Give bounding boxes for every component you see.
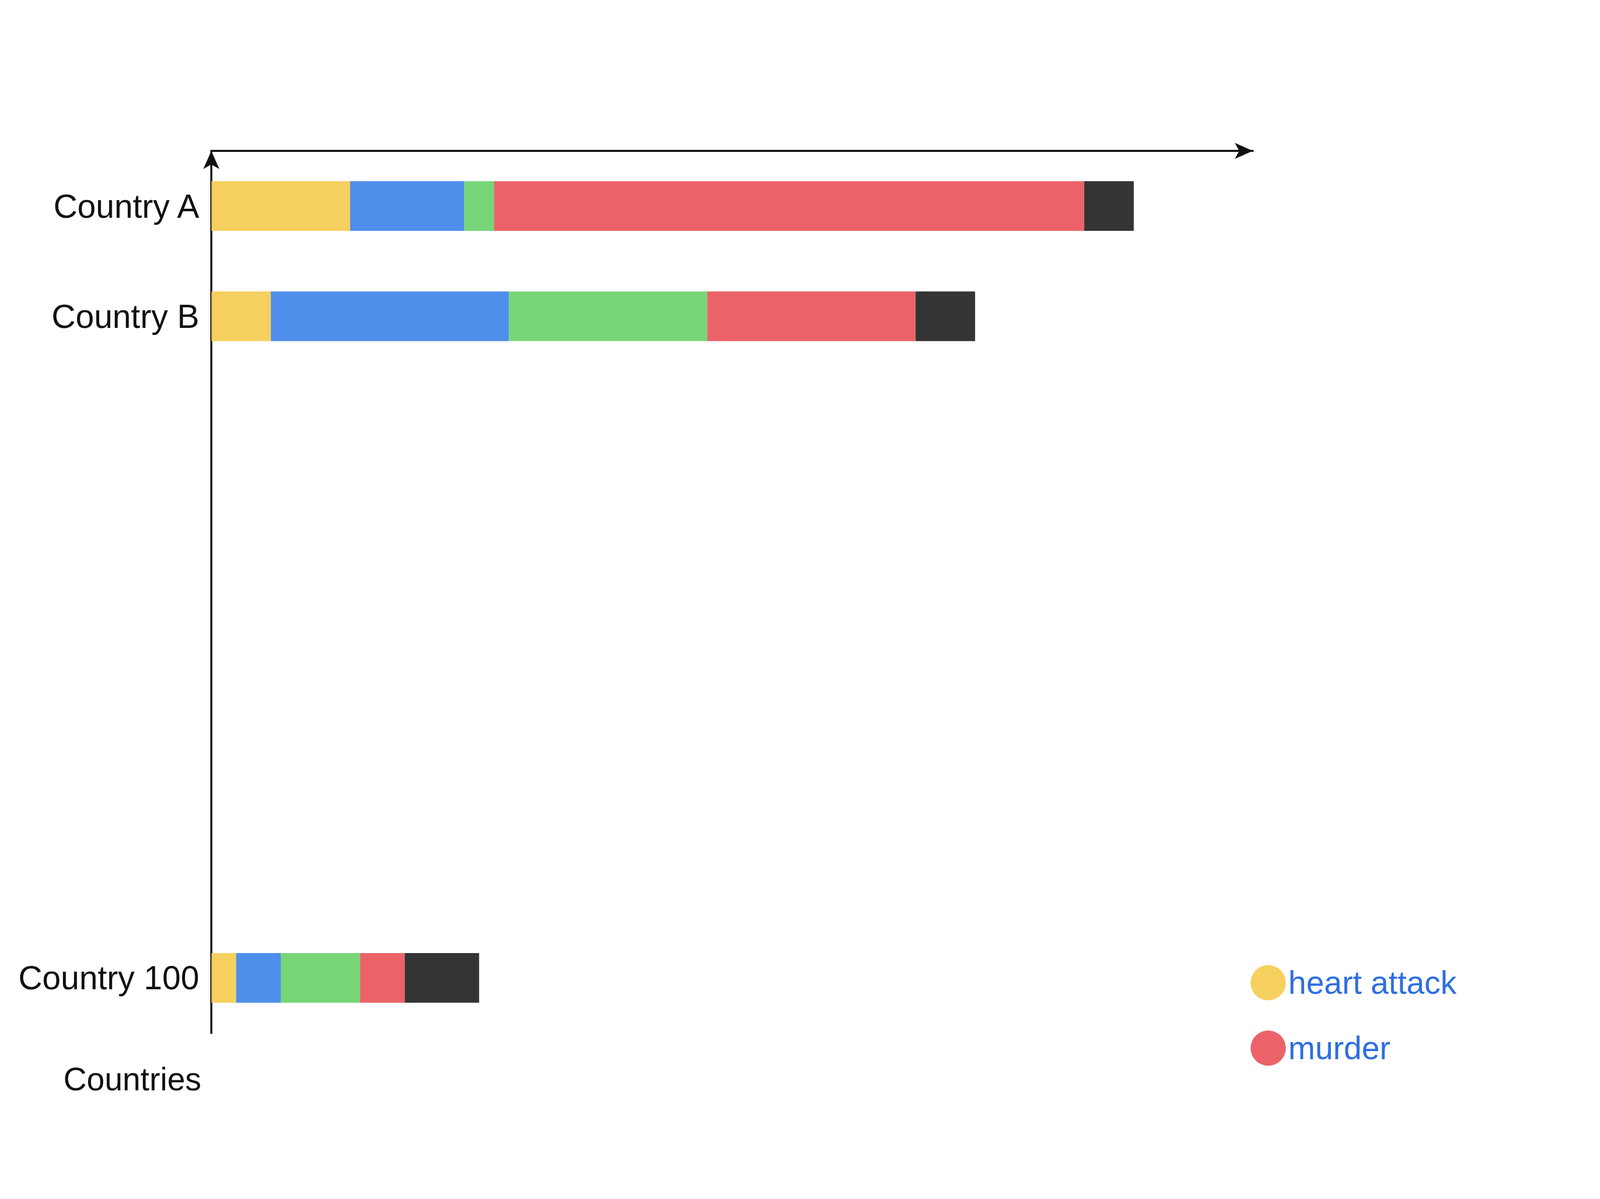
svg-text:Country A: Country A [53,187,200,225]
svg-text:murder: murder [1288,1030,1391,1067]
svg-text:Country B: Country B [51,297,200,336]
svg-text:Countries: Countries [63,1061,202,1098]
svg-text:heart attack: heart attack [1288,965,1458,1002]
svg-text:Country 100: Country 100 [18,959,200,997]
